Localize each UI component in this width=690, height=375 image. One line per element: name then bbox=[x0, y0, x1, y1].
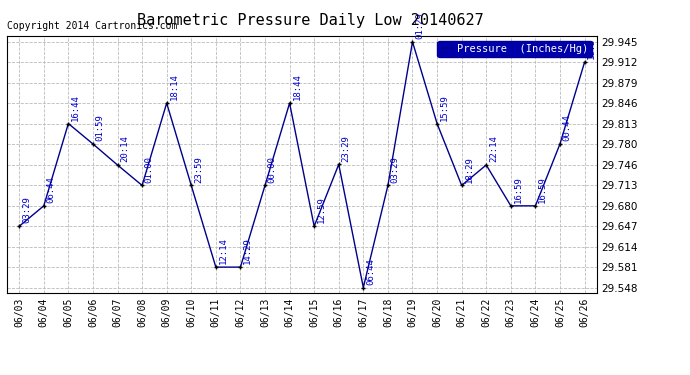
Text: 16:59: 16:59 bbox=[538, 176, 547, 203]
Text: 14:29: 14:29 bbox=[243, 237, 253, 264]
Text: 03:29: 03:29 bbox=[22, 196, 31, 223]
Text: 18:14: 18:14 bbox=[170, 74, 179, 100]
Text: 00:00: 00:00 bbox=[268, 156, 277, 183]
Text: 18:5: 18:5 bbox=[587, 38, 596, 60]
Text: 06:44: 06:44 bbox=[366, 258, 375, 285]
Text: 20:14: 20:14 bbox=[120, 135, 129, 162]
Text: 16:44: 16:44 bbox=[71, 94, 80, 121]
Text: 03:29: 03:29 bbox=[391, 156, 400, 183]
Legend: Pressure  (Inches/Hg): Pressure (Inches/Hg) bbox=[437, 41, 591, 57]
Text: Barometric Pressure Daily Low 20140627: Barometric Pressure Daily Low 20140627 bbox=[137, 13, 484, 28]
Text: 12:14: 12:14 bbox=[219, 237, 228, 264]
Text: 23:59: 23:59 bbox=[194, 156, 203, 183]
Text: Copyright 2014 Cartronics.com: Copyright 2014 Cartronics.com bbox=[7, 21, 177, 31]
Text: 18:29: 18:29 bbox=[464, 156, 473, 183]
Text: 15:59: 15:59 bbox=[440, 94, 449, 121]
Text: 16:59: 16:59 bbox=[513, 176, 522, 203]
Text: 23:29: 23:29 bbox=[342, 135, 351, 162]
Text: 01:59: 01:59 bbox=[96, 114, 105, 141]
Text: 18:44: 18:44 bbox=[293, 74, 302, 100]
Text: 01:29: 01:29 bbox=[415, 12, 424, 39]
Text: 22:14: 22:14 bbox=[489, 135, 498, 162]
Text: 00:44: 00:44 bbox=[563, 114, 572, 141]
Text: 12:59: 12:59 bbox=[317, 196, 326, 223]
Text: 01:00: 01:00 bbox=[145, 156, 154, 183]
Text: 06:44: 06:44 bbox=[46, 176, 56, 203]
